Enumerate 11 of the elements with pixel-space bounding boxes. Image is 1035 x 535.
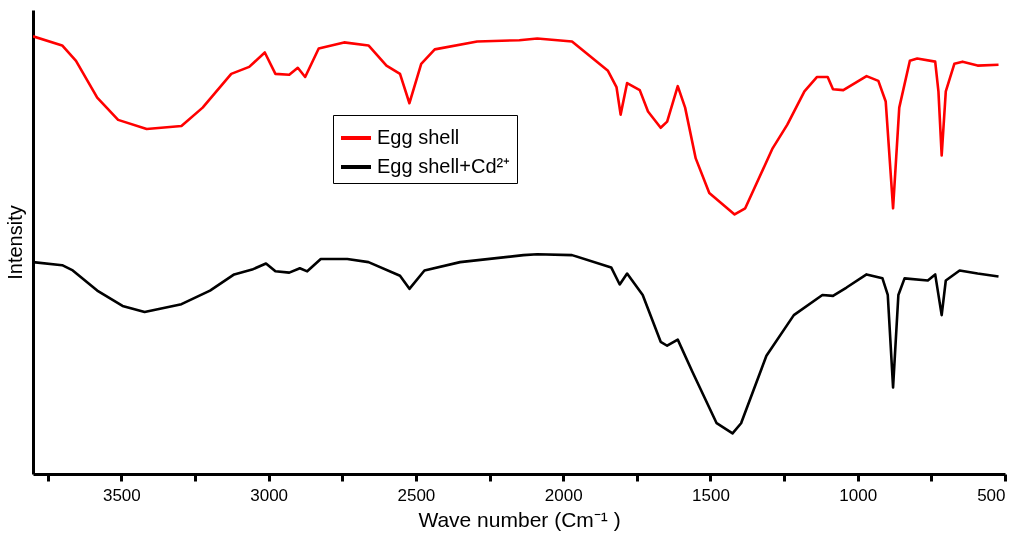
y-axis-title: Intensity (3, 205, 26, 280)
x-tick-label: 500 (977, 485, 1006, 505)
x-tick-label: 1500 (692, 485, 730, 505)
x-tick-label: 2500 (397, 485, 436, 505)
legend-label: Egg shell+Cd²⁺ (377, 155, 511, 177)
x-tick-label: 2000 (544, 485, 583, 505)
x-axis-title: Wave number (Cm⁻¹ ) (418, 507, 621, 531)
x-tick-label: 3500 (102, 485, 141, 505)
x-tick-label: 3000 (250, 485, 289, 505)
x-tick-label: 1000 (839, 485, 878, 505)
legend-label: Egg shell (377, 126, 460, 148)
